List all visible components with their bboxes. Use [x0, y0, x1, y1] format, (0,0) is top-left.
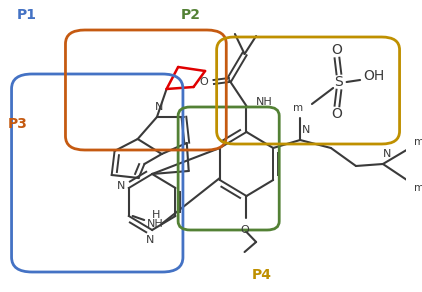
- Text: P1: P1: [17, 8, 37, 22]
- Text: N: N: [146, 235, 154, 245]
- Text: N: N: [302, 125, 310, 135]
- Text: S: S: [335, 75, 343, 89]
- Text: m: m: [414, 183, 422, 193]
- Text: O: O: [200, 77, 208, 87]
- Text: N: N: [155, 102, 163, 112]
- Text: N: N: [117, 181, 125, 191]
- Text: NH: NH: [255, 97, 272, 107]
- Text: P2: P2: [181, 8, 200, 22]
- Text: m: m: [414, 137, 422, 147]
- Text: N: N: [383, 149, 391, 159]
- Text: NH: NH: [147, 219, 164, 229]
- Text: H: H: [151, 210, 160, 220]
- Text: O: O: [240, 225, 249, 235]
- Text: m: m: [293, 103, 303, 113]
- Text: OH: OH: [363, 69, 384, 83]
- Text: P4: P4: [252, 268, 272, 282]
- Text: O: O: [332, 107, 342, 121]
- Text: P3: P3: [8, 117, 27, 131]
- Text: O: O: [332, 43, 342, 57]
